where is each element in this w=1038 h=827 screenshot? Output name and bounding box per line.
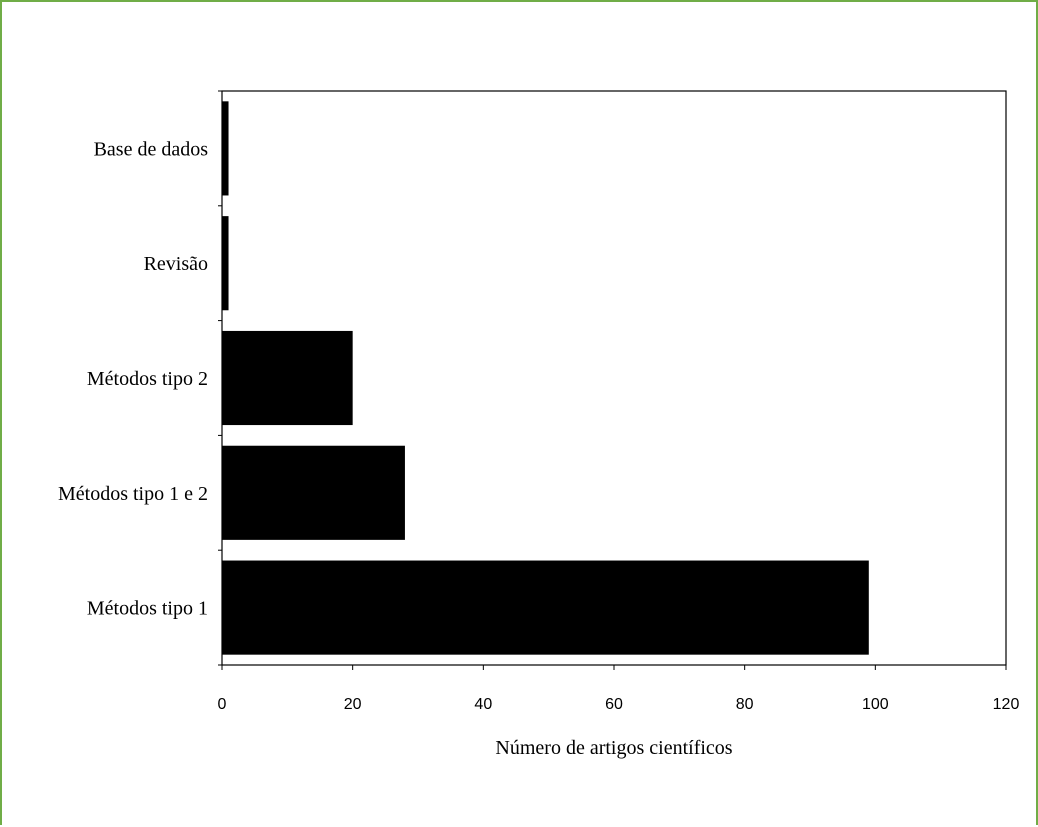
x-tick-label-2: 40 bbox=[474, 696, 492, 713]
x-tick-label-3: 60 bbox=[605, 696, 623, 713]
x-tick-label-4: 80 bbox=[736, 696, 754, 713]
category-label-4: Métodos tipo 1 e 2 bbox=[58, 483, 208, 505]
x-axis-ticks: 0 20 40 60 80 100 120 bbox=[218, 665, 1020, 713]
plot-area-border bbox=[221, 90, 1007, 666]
x-tick-label-1: 20 bbox=[344, 696, 362, 713]
bar-2 bbox=[222, 216, 229, 311]
x-tick-label-5: 100 bbox=[862, 696, 889, 713]
category-label-1: Base de dados bbox=[94, 138, 209, 160]
bars-group bbox=[222, 101, 869, 655]
bar-3 bbox=[222, 330, 353, 426]
x-tick-label-6: 120 bbox=[993, 696, 1020, 713]
bar-4 bbox=[222, 445, 405, 540]
category-labels: Base de dados Revisão Métodos tipo 2 Método… bbox=[58, 138, 208, 619]
x-axis-title: Número de artigos científicos bbox=[495, 737, 732, 759]
category-label-2: Revisão bbox=[144, 253, 208, 275]
x-tick-label-0: 0 bbox=[218, 696, 227, 713]
category-label-5: Métodos tipo 1 bbox=[87, 598, 208, 620]
bar-5 bbox=[222, 560, 869, 655]
y-axis-ticks bbox=[218, 90, 222, 666]
bar-1 bbox=[222, 101, 229, 196]
category-label-3: Métodos tipo 2 bbox=[87, 368, 208, 390]
